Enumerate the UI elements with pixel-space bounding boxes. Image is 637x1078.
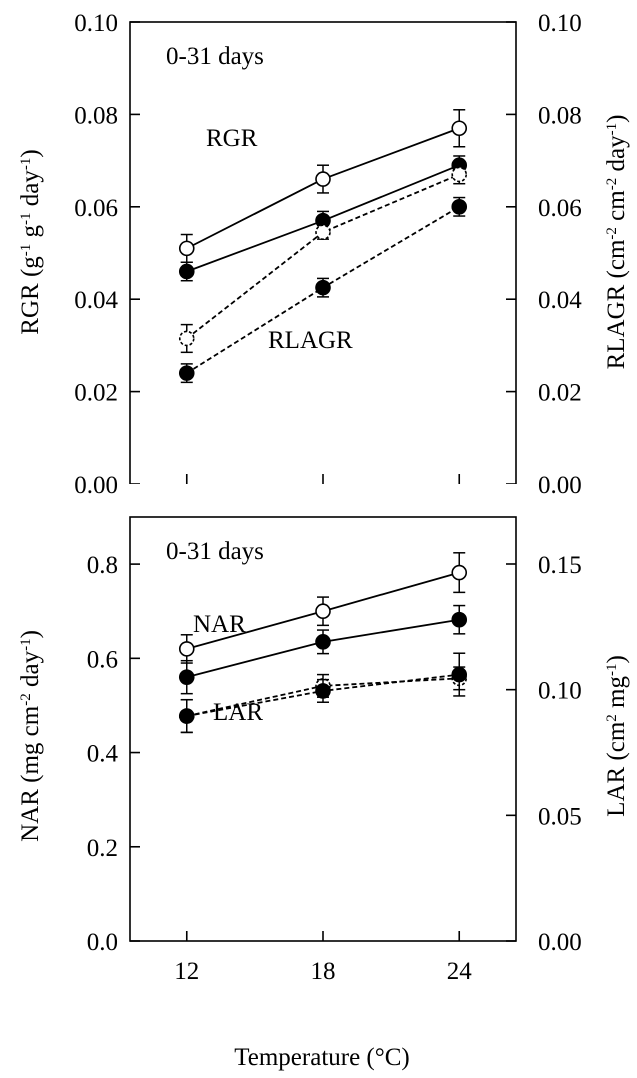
top-series-2-point — [452, 167, 466, 181]
top-left-ticks — [130, 22, 140, 484]
rgr-axis-unit-sup1: -1 — [18, 244, 34, 257]
bottom-left-axis-title: NAR (mg cm-2 day-1) — [17, 630, 44, 842]
bottom-x-tick-label: 24 — [447, 958, 473, 985]
top-left-tick-label: 0.02 — [74, 380, 118, 407]
top-series-1-point — [180, 264, 194, 278]
rlagr-axis-unit-open: (cm — [603, 239, 630, 285]
nar-axis-unit-day: day — [17, 650, 44, 693]
top-series-3-point — [180, 366, 194, 380]
top-right-tick-label: 0.04 — [538, 287, 582, 314]
top-right-tick-label: 0.06 — [538, 195, 582, 222]
nar-axis-unit-close: ) — [17, 630, 44, 638]
rlagr-axis-unit-sup3: -1 — [604, 123, 620, 136]
x-axis-title: Temperature (°C) — [234, 1044, 410, 1071]
bottom-left-ticks — [130, 564, 140, 941]
rlagr-axis-unit-sup2: -2 — [604, 178, 620, 191]
top-x-ticks — [187, 474, 459, 484]
top-left-tick-label: 0.06 — [74, 195, 118, 222]
top-right-tick-label: 0.10 — [538, 10, 582, 37]
top-annotation-period: 0-31 days — [166, 43, 264, 70]
bottom-series-3-point — [316, 684, 330, 698]
top-annotation-rlagr: RLAGR — [268, 327, 353, 354]
bottom-right-tick-label: 0.15 — [538, 552, 582, 579]
bottom-annotation-lar: LAR — [213, 699, 263, 726]
rgr-axis-unit-sup2: -1 — [18, 212, 34, 225]
bottom-series-1-point — [452, 613, 466, 627]
top-plot — [130, 22, 516, 522]
bottom-series-1-point — [316, 635, 330, 649]
lar-axis-unit-open: (cm — [603, 721, 630, 767]
bottom-left-tick-labels: 0.0 0.2 0.4 0.6 0.8 — [87, 552, 119, 956]
top-left-tick-label: 0.00 — [74, 472, 118, 499]
bottom-right-tick-labels: 0.00 0.05 0.10 0.15 — [538, 552, 582, 956]
rlagr-axis-unit-cm: cm — [603, 190, 630, 227]
bottom-left-tick-label: 0.4 — [87, 741, 119, 768]
bottom-series-0-point — [180, 642, 194, 656]
bottom-series-3-point — [180, 709, 194, 723]
bottom-series-1-point — [180, 670, 194, 684]
bottom-left-tick-label: 0.0 — [87, 929, 118, 956]
bottom-right-axis-title: LAR (cm2 mg-1) — [603, 655, 630, 817]
top-panel: 0.000.020.040.060.080.10 0.000.020.040.0… — [17, 10, 630, 522]
bottom-annotation-period: 0-31 days — [166, 538, 264, 565]
bottom-series-0-point — [452, 566, 466, 580]
top-annotation-rgr: RGR — [206, 125, 258, 152]
top-right-tick-label: 0.08 — [538, 102, 582, 129]
top-left-tick-label: 0.04 — [74, 287, 118, 314]
rgr-axis-unit-sup3: -1 — [18, 158, 34, 171]
rlagr-axis-unit-sup1: -2 — [604, 227, 620, 240]
bottom-series-0-point — [316, 604, 330, 618]
rgr-axis-unit-open: (g — [17, 256, 44, 284]
rgr-axis-unit-close: ) — [17, 149, 44, 157]
bottom-annotation-nar: NAR — [193, 611, 246, 638]
top-series-0-point — [452, 121, 466, 135]
top-series-3-point — [316, 281, 330, 295]
top-series-3-point — [452, 200, 466, 214]
top-series-0-point — [180, 241, 194, 255]
rgr-axis-unit-g: g — [17, 224, 44, 243]
bottom-series-3-point — [452, 668, 466, 682]
bottom-x-tick-label: 18 — [311, 958, 336, 985]
bottom-x-tick-label: 12 — [174, 958, 199, 985]
top-right-tick-label: 0.02 — [538, 380, 582, 407]
bottom-right-tick-label: 0.05 — [538, 803, 582, 830]
bottom-right-tick-label: 0.10 — [538, 678, 582, 705]
top-right-tick-label: 0.00 — [538, 472, 582, 499]
bottom-left-tick-label: 0.2 — [87, 835, 118, 862]
top-left-axis-title: RGR (g-1 g-1 day-1) — [17, 149, 44, 334]
bottom-right-tick-label: 0.00 — [538, 929, 582, 956]
top-series-0-point — [316, 172, 330, 186]
top-left-tick-labels: 0.00 0.02 0.04 0.06 0.08 0.10 — [74, 10, 118, 499]
top-series-2-point — [316, 225, 330, 239]
bottom-x-ticks — [187, 931, 459, 941]
lar-axis-unit-mg: mg — [603, 676, 630, 715]
lar-axis-unit-sup1: 2 — [604, 714, 620, 722]
bottom-left-tick-label: 0.6 — [87, 646, 118, 673]
top-right-ticks — [506, 22, 516, 484]
bottom-right-ticks — [506, 564, 516, 941]
rgr-axis-label: RGR — [17, 283, 44, 335]
nar-axis-unit-open: (mg cm — [17, 705, 44, 789]
bottom-x-tick-labels: 12 18 24 — [174, 958, 472, 985]
bottom-left-tick-label: 0.8 — [87, 552, 118, 579]
rlagr-axis-unit-close: ) — [603, 115, 630, 123]
top-right-tick-labels: 0.00 0.02 0.04 0.06 0.08 0.10 — [538, 10, 582, 499]
rgr-axis-unit-day: day — [17, 170, 44, 213]
nar-axis-unit-sup2: -1 — [18, 638, 34, 651]
lar-axis-unit-close: ) — [603, 655, 630, 663]
nar-axis-label: NAR — [17, 789, 44, 842]
rlagr-axis-unit-day: day — [603, 135, 630, 178]
bottom-panel: 0.00.20.40.60.8 0.000.050.100.15 12 18 24 … — [17, 517, 630, 1071]
top-left-tick-label: 0.10 — [74, 10, 118, 37]
top-series-2-point — [180, 331, 194, 345]
top-left-tick-label: 0.08 — [74, 102, 118, 129]
bottom-plot-frame — [130, 517, 516, 941]
top-right-axis-title: RLAGR (cm-2 cm-2 day-1) — [603, 115, 630, 370]
lar-axis-label: LAR — [603, 767, 630, 817]
lar-axis-unit-sup2: -1 — [604, 664, 620, 677]
nar-axis-unit-sup1: -2 — [18, 693, 34, 706]
rlagr-axis-label: RLAGR — [603, 284, 630, 369]
